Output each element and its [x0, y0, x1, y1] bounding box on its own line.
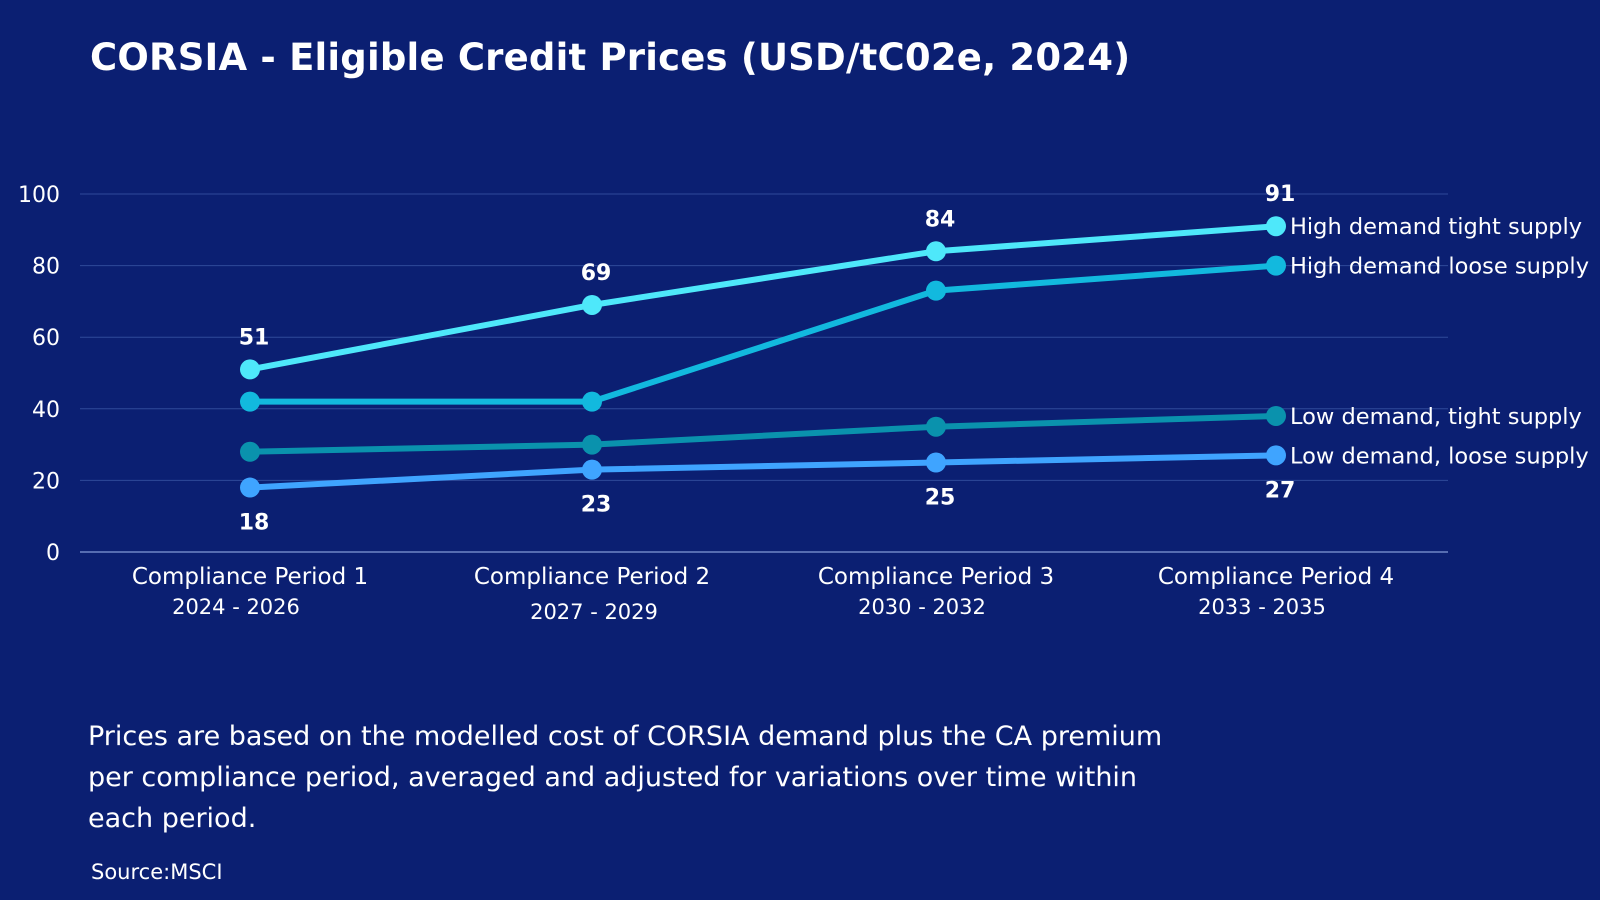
data-point — [240, 359, 260, 380]
data-point — [582, 391, 602, 412]
data-label: 69 — [581, 261, 612, 286]
page-title: CORSIA - Eligible Credit Prices (USD/tC0… — [90, 36, 1131, 79]
data-label: 27 — [1265, 478, 1296, 503]
series-line — [247, 223, 1279, 373]
data-label: 51 — [239, 325, 270, 350]
data-point — [582, 459, 602, 480]
y-tick-label: 20 — [32, 469, 60, 494]
data-point — [1266, 405, 1286, 426]
series-line — [247, 412, 1279, 455]
data-point — [926, 416, 946, 437]
data-label: 84 — [925, 207, 956, 232]
data-label: 25 — [925, 486, 956, 511]
x-tick-label: Compliance Period 2 — [474, 564, 710, 590]
data-point — [582, 294, 602, 315]
methodology-note: Prices are based on the modelled cost of… — [88, 721, 1163, 834]
data-label: 23 — [581, 493, 612, 518]
legend-label: High demand loose supply — [1290, 254, 1589, 280]
data-point — [582, 434, 602, 455]
data-point — [926, 452, 946, 473]
series-line — [247, 262, 1279, 405]
x-tick-sublabel: 2027 - 2029 — [530, 600, 658, 624]
x-tick-sublabel: 2030 - 2032 — [858, 595, 986, 619]
data-point — [1266, 445, 1286, 466]
y-tick-label: 0 — [46, 541, 60, 566]
y-tick-label: 60 — [32, 326, 60, 351]
y-tick-label: 80 — [32, 255, 60, 280]
legend-label: Low demand, tight supply — [1290, 404, 1582, 430]
y-tick-label: 40 — [32, 398, 60, 423]
data-point — [240, 441, 260, 462]
source-note: Source:MSCI — [91, 860, 223, 884]
legend-label: High demand tight supply — [1290, 214, 1582, 240]
data-label: 91 — [1265, 182, 1296, 207]
legend-label: Low demand, loose supply — [1290, 443, 1589, 469]
data-point — [1266, 255, 1286, 276]
data-point — [926, 280, 946, 301]
data-point — [240, 477, 260, 498]
x-tick-sublabel: 2033 - 2035 — [1198, 595, 1326, 619]
data-point — [1266, 216, 1286, 237]
y-tick-label: 100 — [18, 183, 60, 208]
data-point — [240, 391, 260, 412]
series-line — [247, 452, 1279, 491]
x-tick-label: Compliance Period 3 — [818, 564, 1054, 590]
data-point — [926, 241, 946, 262]
x-tick-label: Compliance Period 1 — [132, 564, 368, 590]
x-tick-label: Compliance Period 4 — [1158, 564, 1394, 590]
x-tick-sublabel: 2024 - 2026 — [172, 595, 300, 619]
data-label: 18 — [239, 511, 270, 536]
